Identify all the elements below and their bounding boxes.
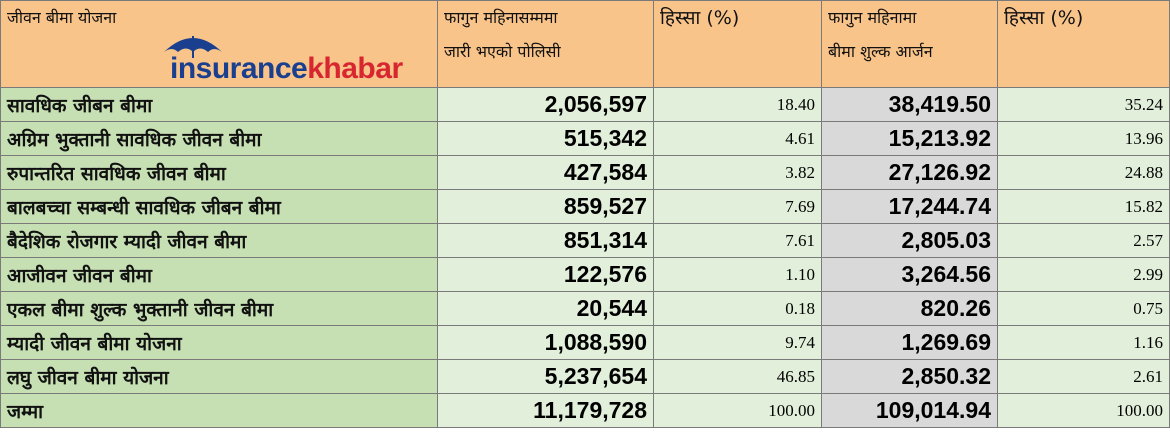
logo-text: insurancekhabar — [170, 52, 403, 86]
header-policies-line2: जारी भएको पोलिसी — [444, 42, 561, 61]
header-share-premium: हिस्सा (%) — [997, 0, 1170, 88]
policy-share-cell: 3.82 — [653, 155, 822, 190]
premium-cell: 2,850.32 — [821, 359, 998, 394]
logo-text-insurance: insurance — [170, 52, 308, 85]
header-premium-line1: फागुन महिनामा — [828, 8, 917, 27]
table-row: आजीवन जीवन बीमा 122,576 1.10 3,264.56 2.99 — [0, 257, 1170, 292]
premium-cell: 3,264.56 — [821, 257, 998, 292]
policies-cell: 20,544 — [437, 291, 654, 326]
logo-text-khabar: khabar — [307, 52, 403, 85]
premium-share-cell: 24.88 — [997, 155, 1170, 190]
table-row: अग्रिम भुक्तानी सावधिक जीवन बीमा 515,342 4… — [0, 121, 1170, 156]
life-insurance-table: जीवन बीमा योजना फागुन महिनासम्ममा जारी भए… — [0, 0, 1170, 428]
table-row: रुपान्तरित सावधिक जीवन बीमा 427,584 3.82 27… — [0, 155, 1170, 190]
premium-cell: 109,014.94 — [821, 393, 998, 428]
premium-share-cell: 35.24 — [997, 87, 1170, 122]
policies-cell: 427,584 — [437, 155, 654, 190]
insurancekhabar-logo: insurancekhabar — [160, 30, 430, 86]
policies-cell: 122,576 — [437, 257, 654, 292]
header-policies-line1: फागुन महिनासम्ममा — [444, 8, 558, 27]
umbrella-icon — [164, 36, 222, 58]
table-row: बालबच्चा सम्बन्धी सावधिक जीबन बीमा 859,52… — [0, 189, 1170, 224]
header-row: जीवन बीमा योजना फागुन महिनासम्ममा जारी भए… — [0, 0, 1170, 88]
policies-cell: 851,314 — [437, 223, 654, 258]
premium-cell: 820.26 — [821, 291, 998, 326]
scheme-name-cell: सावधिक जीबन बीमा — [0, 87, 438, 122]
header-premium-line2: बीमा शुल्क आर्जन — [828, 42, 933, 61]
premium-share-cell: 15.82 — [997, 189, 1170, 224]
premium-cell: 38,419.50 — [821, 87, 998, 122]
policies-cell: 11,179,728 — [437, 393, 654, 428]
scheme-name-cell: लघु जीवन बीमा योजना — [0, 359, 438, 394]
premium-share-cell: 13.96 — [997, 121, 1170, 156]
scheme-name-cell: एकल बीमा शुल्क भुक्तानी जीवन बीमा — [0, 291, 438, 326]
header-premium: फागुन महिनामा बीमा शुल्क आर्जन — [821, 0, 998, 88]
header-scheme-label: जीवन बीमा योजना — [7, 8, 117, 27]
premium-cell: 15,213.92 — [821, 121, 998, 156]
scheme-name-cell: जम्मा — [0, 393, 438, 428]
table-row: सावधिक जीबन बीमा 2,056,597 18.40 38,419.50 3… — [0, 87, 1170, 122]
policies-cell: 2,056,597 — [437, 87, 654, 122]
premium-cell: 17,244.74 — [821, 189, 998, 224]
table-row: बैदेशिक रोजगार म्यादी जीवन बीमा 851,314 7.… — [0, 223, 1170, 258]
policies-cell: 515,342 — [437, 121, 654, 156]
total-row: जम्मा 11,179,728 100.00 109,014.94 100.00 — [0, 393, 1170, 428]
policy-share-cell: 7.69 — [653, 189, 822, 224]
policy-share-cell: 9.74 — [653, 325, 822, 360]
table-row: एकल बीमा शुल्क भुक्तानी जीवन बीमा 20,544 0… — [0, 291, 1170, 326]
premium-share-cell: 1.16 — [997, 325, 1170, 360]
premium-share-cell: 0.75 — [997, 291, 1170, 326]
scheme-name-cell: बालबच्चा सम्बन्धी सावधिक जीबन बीमा — [0, 189, 438, 224]
scheme-name-cell: बैदेशिक रोजगार म्यादी जीवन बीमा — [0, 223, 438, 258]
premium-share-cell: 2.99 — [997, 257, 1170, 292]
scheme-name-cell: म्यादी जीवन बीमा योजना — [0, 325, 438, 360]
header-policies: फागुन महिनासम्ममा जारी भएको पोलिसी — [437, 0, 654, 88]
policy-share-cell: 4.61 — [653, 121, 822, 156]
policy-share-cell: 7.61 — [653, 223, 822, 258]
header-share-policies: हिस्सा (%) — [653, 0, 822, 88]
policies-cell: 859,527 — [437, 189, 654, 224]
policy-share-cell: 46.85 — [653, 359, 822, 394]
policy-share-cell: 18.40 — [653, 87, 822, 122]
scheme-name-cell: रुपान्तरित सावधिक जीवन बीमा — [0, 155, 438, 190]
header-scheme: जीवन बीमा योजना — [0, 0, 438, 88]
premium-share-cell: 100.00 — [997, 393, 1170, 428]
header-share-premium-label: हिस्सा (%) — [1004, 7, 1084, 29]
policy-share-cell: 0.18 — [653, 291, 822, 326]
policies-cell: 5,237,654 — [437, 359, 654, 394]
premium-share-cell: 2.61 — [997, 359, 1170, 394]
scheme-name-cell: आजीवन जीवन बीमा — [0, 257, 438, 292]
table-row: म्यादी जीवन बीमा योजना 1,088,590 9.74 1,269… — [0, 325, 1170, 360]
policy-share-cell: 100.00 — [653, 393, 822, 428]
header-share-policies-label: हिस्सा (%) — [660, 7, 740, 29]
scheme-name-cell: अग्रिम भुक्तानी सावधिक जीवन बीमा — [0, 121, 438, 156]
premium-cell: 2,805.03 — [821, 223, 998, 258]
premium-cell: 1,269.69 — [821, 325, 998, 360]
policy-share-cell: 1.10 — [653, 257, 822, 292]
premium-cell: 27,126.92 — [821, 155, 998, 190]
premium-share-cell: 2.57 — [997, 223, 1170, 258]
policies-cell: 1,088,590 — [437, 325, 654, 360]
table-row: लघु जीवन बीमा योजना 5,237,654 46.85 2,850.3… — [0, 359, 1170, 394]
